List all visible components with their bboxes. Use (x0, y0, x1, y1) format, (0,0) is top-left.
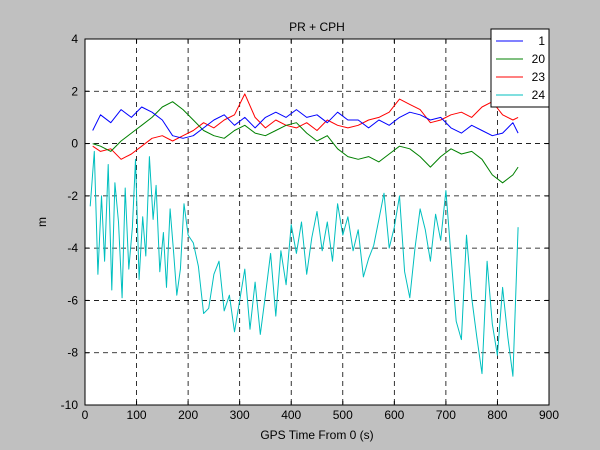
y-tick-label: -10 (61, 398, 79, 412)
series-line-1 (92, 106, 519, 139)
grid (85, 39, 549, 405)
legend-label-1: 1 (538, 34, 545, 48)
legend-label-23: 23 (532, 70, 546, 84)
x-tick-label: 200 (178, 408, 198, 422)
x-tick-label: 500 (333, 408, 353, 422)
x-axis: 0 100 200 300 400 500 600 700 800 900 (82, 39, 559, 422)
x-tick-label: 100 (127, 408, 147, 422)
plot-area (85, 39, 549, 405)
y-tick-label: -2 (67, 189, 78, 203)
x-tick-label: 800 (487, 408, 507, 422)
y-tick-label: -6 (67, 293, 78, 307)
legend-label-24: 24 (532, 88, 546, 102)
legend-label-20: 20 (532, 52, 546, 66)
x-tick-label: 0 (82, 408, 89, 422)
y-tick-label: 0 (71, 137, 78, 151)
y-tick-label: -4 (67, 241, 78, 255)
x-tick-label: 900 (539, 408, 559, 422)
x-tick-label: 600 (384, 408, 404, 422)
y-tick-label: 4 (71, 32, 78, 46)
chart-title: PR + CPH (289, 20, 345, 34)
y-tick-label: -8 (67, 346, 78, 360)
x-tick-label: 300 (230, 408, 250, 422)
legend-box (490, 28, 550, 108)
x-tick-label: 400 (281, 408, 301, 422)
x-axis-label: GPS Time From 0 (s) (260, 428, 373, 442)
legend: 1 20 23 24 (490, 28, 550, 108)
x-tick-label: 700 (436, 408, 456, 422)
series-line-20 (92, 101, 519, 184)
axes-frame (84, 38, 550, 406)
y-tick-label: 2 (71, 84, 78, 98)
series-line-24 (89, 150, 519, 377)
y-axis-label: m (35, 217, 49, 227)
series-line-23 (92, 93, 519, 160)
series-layer (89, 93, 519, 377)
